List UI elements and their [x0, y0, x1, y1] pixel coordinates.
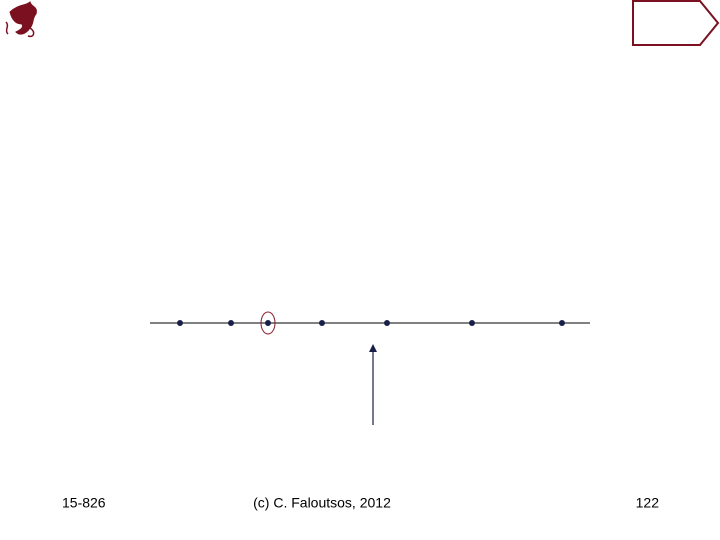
- footer-copyright: (c) C. Faloutsos, 2012: [253, 495, 391, 511]
- point: [384, 320, 390, 326]
- point: [265, 320, 271, 326]
- footer-course: 15-826: [62, 495, 106, 511]
- nav-arrow-box[interactable]: [632, 0, 720, 46]
- point: [177, 320, 183, 326]
- query-arrow-head: [369, 344, 377, 352]
- point: [559, 320, 565, 326]
- highlight-ellipse: [260, 311, 276, 335]
- footer-page-number: 122: [636, 495, 660, 511]
- point: [228, 320, 234, 326]
- point: [319, 320, 325, 326]
- points: [177, 320, 565, 326]
- logo: [5, 1, 37, 38]
- point: [469, 320, 475, 326]
